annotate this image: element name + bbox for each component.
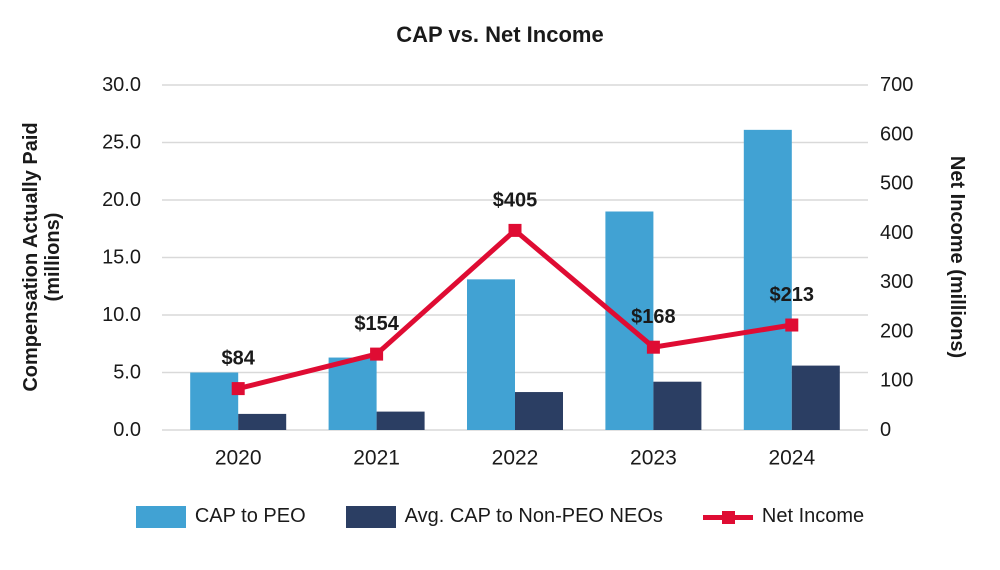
right-axis-tick-label: 300	[880, 271, 913, 293]
x-axis-year-label-2021: 2021	[353, 447, 400, 470]
non-peo-neos-bar-2020	[238, 413, 287, 430]
left-axis-tick-label: 30.0	[102, 74, 141, 96]
net-income-marker-2024	[785, 318, 799, 332]
left-axis-tick-label: 0.0	[113, 419, 141, 441]
net-income-data-label-2022: $405	[493, 189, 538, 211]
left-axis-title-line1: Compensation Actually Paid	[20, 122, 42, 392]
net-income-data-label-2023: $168	[631, 306, 676, 328]
cap-to-peo-bar-2023	[605, 211, 654, 430]
left-axis-title-line2: (millions)	[42, 212, 64, 302]
x-axis-year-label-2020: 2020	[215, 447, 262, 470]
net-income-marker-2020	[231, 382, 245, 396]
left-axis-tick-label: 20.0	[102, 189, 141, 211]
right-axis-tick-label: 500	[880, 173, 913, 195]
legend-item-non-peo-neos: Avg. CAP to Non-PEO NEOs	[345, 505, 663, 528]
cap-to-peo-bar-2024	[743, 129, 792, 430]
legend-label-net-income: Net Income	[761, 505, 865, 527]
non-peo-neos-bar-2024	[791, 365, 840, 430]
right-axis-tick-label: 600	[880, 123, 913, 145]
left-axis-tick-label: 5.0	[113, 362, 141, 384]
left-axis-title: Compensation Actually Paid (millions)	[20, 122, 64, 391]
right-axis-tick-label: 400	[880, 222, 913, 244]
cap-to-peo-swatch-icon	[135, 505, 186, 528]
net-income-data-label-2021: $154	[354, 313, 399, 335]
left-axis-tick-label: 15.0	[102, 247, 141, 269]
legend-item-net-income: Net Income	[702, 505, 865, 528]
legend-label-cap-to-peo: CAP to PEO	[194, 505, 306, 527]
right-axis-tick-label: 200	[880, 320, 913, 342]
cap-to-peo-bar-2022	[467, 279, 515, 430]
right-axis-tick-label: 0	[880, 419, 891, 441]
net-income-marker-2023	[646, 340, 660, 354]
left-axis-tick-label: 25.0	[102, 132, 141, 154]
x-axis-year-label-2022: 2022	[492, 447, 539, 470]
right-axis-tick-label: 100	[880, 370, 913, 392]
right-axis-tick-label: 700	[880, 74, 913, 96]
net-income-data-label-2020: $84	[222, 348, 256, 370]
chart-title: CAP vs. Net Income	[396, 22, 604, 47]
non-peo-neos-bar-2023	[653, 381, 702, 430]
right-axis-title: Net Income (millions)	[946, 155, 968, 359]
legend-label-non-peo-neos: Avg. CAP to Non-PEO NEOs	[404, 505, 663, 527]
x-axis-year-label-2024: 2024	[768, 447, 815, 470]
cap-to-peo-bar-2020	[190, 372, 239, 430]
net-income-marker-icon	[721, 510, 735, 524]
net-income-line-swatch-icon	[702, 506, 753, 528]
x-axis-year-label-2023: 2023	[630, 447, 677, 470]
non-peo-neos-bar-2021	[376, 411, 425, 430]
chart-legend: CAP to PEO Avg. CAP to Non-PEO NEOs Net …	[0, 505, 1000, 528]
net-income-marker-2021	[370, 347, 384, 361]
legend-item-cap-to-peo: CAP to PEO	[135, 505, 306, 528]
net-income-marker-2022	[508, 223, 522, 237]
non-peo-neos-bar-2022	[515, 392, 563, 430]
cap-to-peo-bar-2021	[328, 357, 377, 430]
non-peo-neos-swatch-icon	[345, 505, 396, 528]
net-income-data-label-2024: $213	[770, 284, 815, 306]
left-axis-tick-label: 10.0	[102, 304, 141, 326]
